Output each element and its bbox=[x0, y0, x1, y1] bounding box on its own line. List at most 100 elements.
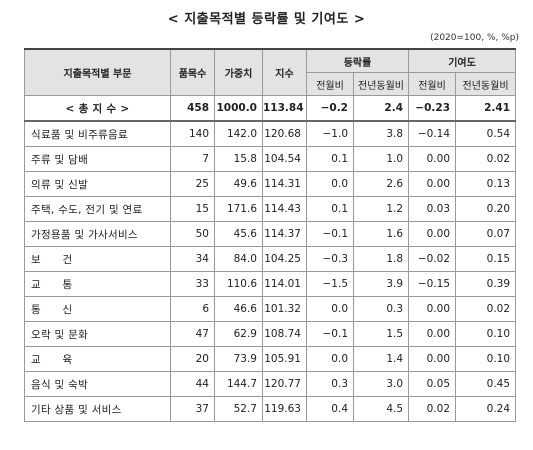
row-contrib-mom: 0.02 bbox=[408, 396, 457, 422]
row-rate-yoy: 2.6 bbox=[352, 171, 410, 197]
row-items: 25 bbox=[170, 171, 215, 197]
row-weight: 46.6 bbox=[214, 296, 263, 322]
row-weight: 84.0 bbox=[214, 246, 263, 272]
header-change-rate: 등락률 bbox=[305, 48, 410, 73]
row-contrib-mom: 0.00 bbox=[408, 171, 457, 197]
header-contrib-yoy: 전년동월비 bbox=[455, 72, 517, 96]
row-name: 의류 및 신발 bbox=[24, 171, 171, 197]
row-contrib-yoy: 0.54 bbox=[455, 120, 517, 147]
header-contrib-mom: 전월비 bbox=[408, 72, 457, 96]
row-index: 113.84 bbox=[262, 95, 307, 122]
unit-note: (2020=100, %, %p) bbox=[430, 33, 519, 43]
row-items: 33 bbox=[170, 271, 215, 297]
row-name: 식료품 및 비주류음료 bbox=[24, 120, 171, 147]
row-rate-mom: 0.0 bbox=[306, 346, 354, 372]
row-rate-yoy: 1.5 bbox=[352, 321, 410, 347]
row-contrib-mom: 0.00 bbox=[408, 221, 457, 247]
row-contrib-mom: 0.00 bbox=[408, 346, 457, 372]
row-contrib-yoy: 0.13 bbox=[455, 171, 517, 197]
row-rate-mom: −1.5 bbox=[306, 271, 354, 297]
row-contrib-mom: 0.00 bbox=[408, 146, 457, 172]
row-rate-yoy: 1.4 bbox=[352, 346, 410, 372]
row-contrib-yoy: 0.45 bbox=[455, 371, 517, 397]
row-index: 105.91 bbox=[262, 346, 307, 372]
row-rate-mom: 0.0 bbox=[306, 171, 354, 197]
row-index: 119.63 bbox=[262, 396, 307, 422]
row-index: 114.01 bbox=[262, 271, 307, 297]
table-row-total: < 총 지 수 > 458 1000.0 113.84 −0.2 2.4 −0.… bbox=[24, 95, 517, 122]
row-rate-yoy: 1.0 bbox=[352, 146, 410, 172]
header-index: 지수 bbox=[262, 48, 307, 96]
table-row: 주택, 수도, 전기 및 연료 15 171.6 114.43 0.1 1.2 … bbox=[24, 196, 517, 222]
table-row: 보 건 34 84.0 104.25 −0.3 1.8 −0.02 0.15 bbox=[24, 246, 517, 272]
row-rate-mom: −0.1 bbox=[306, 321, 354, 347]
row-items: 6 bbox=[170, 296, 215, 322]
row-items: 37 bbox=[170, 396, 215, 422]
row-name: < 총 지 수 > bbox=[24, 95, 171, 122]
table-row: 음식 및 숙박 44 144.7 120.77 0.3 3.0 0.05 0.4… bbox=[24, 371, 517, 397]
table-row: 주류 및 담배 7 15.8 104.54 0.1 1.0 0.00 0.02 bbox=[24, 146, 517, 172]
row-weight: 142.0 bbox=[214, 120, 263, 147]
row-rate-yoy: 3.0 bbox=[352, 371, 410, 397]
row-name: 오락 및 문화 bbox=[24, 321, 171, 347]
row-contrib-mom: −0.02 bbox=[408, 246, 457, 272]
row-weight: 1000.0 bbox=[214, 95, 263, 122]
row-index: 104.54 bbox=[262, 146, 307, 172]
table-row: 통 신 6 46.6 101.32 0.0 0.3 0.00 0.02 bbox=[24, 296, 517, 322]
row-name: 가정용품 및 가사서비스 bbox=[24, 221, 171, 247]
row-rate-yoy: 1.8 bbox=[352, 246, 410, 272]
row-name: 보 건 bbox=[24, 246, 171, 272]
row-contrib-yoy: 0.39 bbox=[455, 271, 517, 297]
table-row: 기타 상품 및 서비스 37 52.7 119.63 0.4 4.5 0.02 … bbox=[24, 396, 517, 422]
row-contrib-yoy: 0.02 bbox=[455, 146, 517, 172]
row-rate-yoy: 1.2 bbox=[352, 196, 410, 222]
table-row: 식료품 및 비주류음료 140 142.0 120.68 −1.0 3.8 −0… bbox=[24, 120, 517, 147]
row-weight: 171.6 bbox=[214, 196, 263, 222]
header-rate-yoy: 전년동월비 bbox=[352, 72, 410, 96]
row-contrib-yoy: 2.41 bbox=[455, 95, 517, 122]
header-item-count: 품목수 bbox=[170, 48, 215, 96]
header-weight: 가중치 bbox=[214, 48, 263, 96]
table-row: 교 통 33 110.6 114.01 −1.5 3.9 −0.15 0.39 bbox=[24, 271, 517, 297]
row-rate-mom: −0.1 bbox=[306, 221, 354, 247]
row-weight: 73.9 bbox=[214, 346, 263, 372]
row-contrib-mom: 0.03 bbox=[408, 196, 457, 222]
row-rate-mom: −1.0 bbox=[306, 120, 354, 147]
row-weight: 45.6 bbox=[214, 221, 263, 247]
row-rate-yoy: 4.5 bbox=[352, 396, 410, 422]
row-weight: 110.6 bbox=[214, 271, 263, 297]
row-rate-mom: −0.3 bbox=[306, 246, 354, 272]
row-rate-mom: −0.2 bbox=[306, 95, 354, 122]
table-row: 의류 및 신발 25 49.6 114.31 0.0 2.6 0.00 0.13 bbox=[24, 171, 517, 197]
row-rate-yoy: 0.3 bbox=[352, 296, 410, 322]
row-contrib-yoy: 0.10 bbox=[455, 321, 517, 347]
row-items: 50 bbox=[170, 221, 215, 247]
row-name: 기타 상품 및 서비스 bbox=[24, 396, 171, 422]
row-contrib-mom: −0.15 bbox=[408, 271, 457, 297]
row-weight: 62.9 bbox=[214, 321, 263, 347]
row-index: 108.74 bbox=[262, 321, 307, 347]
row-weight: 52.7 bbox=[214, 396, 263, 422]
row-rate-mom: 0.1 bbox=[306, 146, 354, 172]
row-items: 20 bbox=[170, 346, 215, 372]
row-contrib-yoy: 0.15 bbox=[455, 246, 517, 272]
row-name: 교 통 bbox=[24, 271, 171, 297]
table-row: 가정용품 및 가사서비스 50 45.6 114.37 −0.1 1.6 0.0… bbox=[24, 221, 517, 247]
header-rate-mom: 전월비 bbox=[306, 72, 354, 96]
row-name: 통 신 bbox=[24, 296, 171, 322]
row-items: 15 bbox=[170, 196, 215, 222]
row-contrib-yoy: 0.02 bbox=[455, 296, 517, 322]
row-name: 주류 및 담배 bbox=[24, 146, 171, 172]
row-contrib-yoy: 0.24 bbox=[455, 396, 517, 422]
row-rate-mom: 0.0 bbox=[306, 296, 354, 322]
row-index: 114.43 bbox=[262, 196, 307, 222]
row-weight: 144.7 bbox=[214, 371, 263, 397]
row-contrib-mom: 0.05 bbox=[408, 371, 457, 397]
row-rate-mom: 0.4 bbox=[306, 396, 354, 422]
row-contrib-yoy: 0.10 bbox=[455, 346, 517, 372]
row-rate-yoy: 1.6 bbox=[352, 221, 410, 247]
row-contrib-mom: −0.14 bbox=[408, 120, 457, 147]
row-rate-mom: 0.3 bbox=[306, 371, 354, 397]
price-index-table: 지출목적별 부문 품목수 가중치 지수 등락률 기여도 전월비 전년동월비 전월… bbox=[24, 48, 517, 422]
row-rate-mom: 0.1 bbox=[306, 196, 354, 222]
